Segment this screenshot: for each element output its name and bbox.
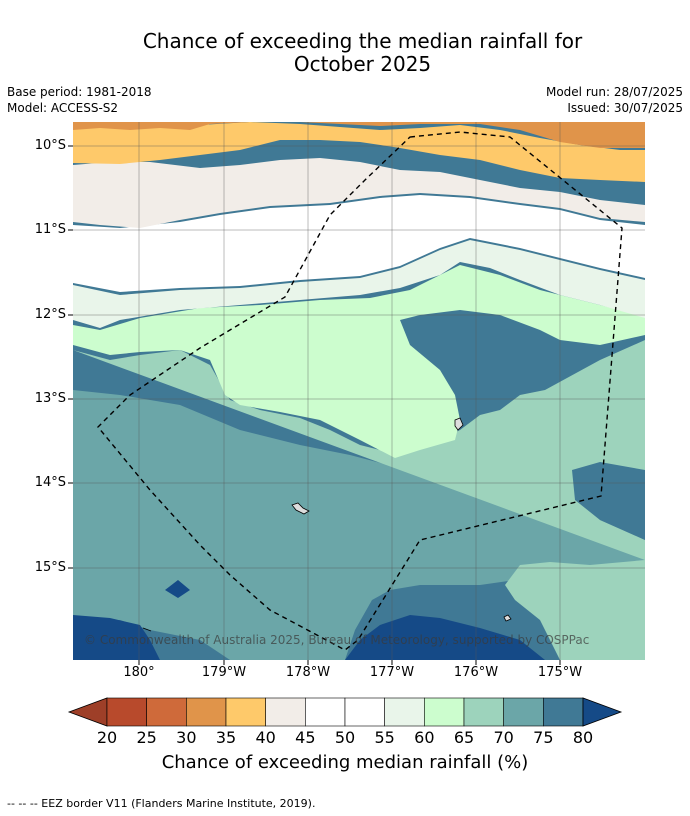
colorbar-tick-label: 30	[176, 728, 197, 747]
colorbar-bin	[305, 697, 346, 727]
colorbar-tick-label: 65	[453, 728, 475, 747]
colorbar-tick-label: 20	[96, 728, 118, 747]
island-lakeba	[454, 417, 464, 431]
lon-label-179w: 179°W	[201, 665, 247, 680]
colorbar-label: Chance of exceeding median rainfall (%)	[161, 752, 529, 773]
eez-footnote: -- -- -- EEZ border V11 (Flanders Marine…	[7, 797, 316, 810]
contour-region	[345, 615, 545, 660]
contour-region	[73, 360, 645, 660]
lat-label-10s: 10°S	[34, 138, 66, 153]
colorbar-bin	[225, 697, 266, 727]
lat-label-11s: 11°S	[34, 222, 66, 237]
issued-date: Issued: 30/07/2025	[567, 101, 683, 115]
lon-label-178w: 178°W	[285, 665, 331, 680]
island-kadavu-tip	[142, 627, 152, 632]
rainfall-map	[73, 122, 645, 660]
chart-title: Chance of exceeding the median rainfall …	[0, 30, 690, 76]
contour-region	[73, 265, 645, 458]
lat-label-13s: 13°S	[34, 391, 66, 406]
colorbar-bin	[186, 697, 227, 727]
contour-region	[73, 615, 160, 660]
lon-label-180: 180°	[123, 665, 155, 680]
lon-label-177w: 177°W	[369, 665, 415, 680]
colorbar-bin	[463, 697, 504, 727]
contour-region	[73, 122, 645, 182]
contour-region	[73, 240, 645, 328]
colorbar-bin	[503, 697, 544, 727]
contour-region	[572, 462, 645, 540]
colorbar-bin	[424, 697, 465, 727]
island-moala	[291, 502, 310, 515]
contour-region	[73, 340, 645, 660]
colorbar-bin	[543, 697, 584, 727]
base-period: Base period: 1981-2018	[7, 85, 152, 99]
lon-label-175w: 175°W	[537, 665, 583, 680]
model-name: Model: ACCESS-S2	[7, 101, 119, 115]
copyright-credit: © Commonwealth of Australia 2025, Bureau…	[84, 633, 590, 647]
eez-border	[97, 131, 623, 651]
lat-label-14s: 14°S	[34, 475, 66, 490]
colorbar-bin	[146, 697, 187, 727]
colorbar-bin	[384, 697, 425, 727]
colorbar-tick-label: 25	[136, 728, 157, 747]
title-line-1: Chance of exceeding the median rainfall …	[142, 29, 583, 53]
colorbar-bin	[106, 697, 147, 727]
colorbar-tick-label: 75	[533, 728, 554, 747]
colorbar-tick-label: 55	[374, 728, 395, 747]
colorbar-extend-high	[582, 697, 623, 727]
metadata-right: Model run: 28/07/2025 Issued: 30/07/2025	[546, 84, 683, 116]
colorbar-bin	[344, 697, 385, 727]
colorbar-bin	[265, 697, 306, 727]
lat-label-15s: 15°S	[34, 560, 66, 575]
title-line-2: October 2025	[293, 52, 432, 76]
contour-region	[73, 195, 645, 292]
lon-label-176w: 176°W	[453, 665, 499, 680]
colorbar-tick-label: 70	[493, 728, 514, 747]
colorbar-tick-label: 35	[215, 728, 237, 747]
colorbar-tick-label: 80	[572, 728, 594, 747]
colorbar-extend-low	[67, 697, 108, 727]
colorbar-tick-label: 60	[414, 728, 435, 747]
colorbar-tick-label: 45	[295, 728, 316, 747]
colorbar	[67, 697, 623, 727]
contour-region	[73, 158, 645, 228]
colorbar-tick-label: 50	[334, 728, 356, 747]
contour-region	[165, 580, 190, 598]
colorbar-tick-label: 40	[255, 728, 276, 747]
contour-region	[73, 122, 645, 148]
model-run: Model run: 28/07/2025	[545, 85, 683, 99]
island-ono	[503, 614, 512, 622]
metadata-left: Base period: 1981-2018 Model: ACCESS-S2	[7, 84, 152, 116]
lat-label-12s: 12°S	[34, 307, 66, 322]
